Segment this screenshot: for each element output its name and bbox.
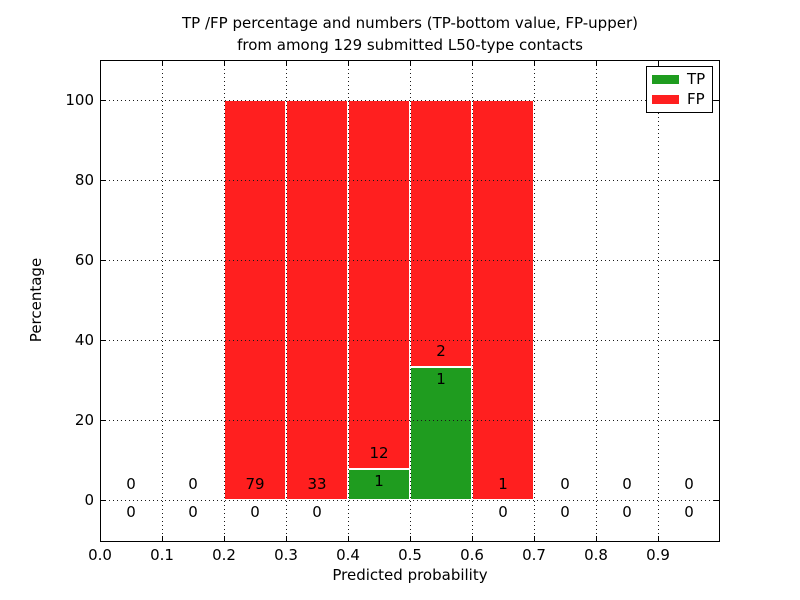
x-tick-mark [100,536,101,541]
x-tick-mark [596,536,597,541]
fp-color-swatch [652,94,679,104]
tp-count-label: 0 [126,503,136,521]
gridline-x [410,61,411,541]
x-tick-label: 0.4 [336,546,360,564]
y-tick-mark-right [714,260,719,261]
x-tick-mark [534,536,535,541]
tp-color-swatch [652,75,679,85]
x-tick-label: 0.2 [212,546,236,564]
y-tick-label: 60 [74,251,94,269]
y-tick-mark-right [714,500,719,501]
legend-label-tp: TP [687,70,706,89]
x-tick-mark [162,536,163,541]
y-tick-mark-right [714,420,719,421]
gridline-x [286,61,287,541]
chart-title-line1: TP /FP percentage and numbers (TP-bottom… [182,14,638,32]
x-tick-mark [410,536,411,541]
tp-count-label: 0 [560,503,570,521]
y-tick-label: 0 [84,491,94,509]
tp-count-label: 0 [498,503,508,521]
fp-count-label: 0 [622,475,632,493]
legend: TP FP [646,66,713,113]
legend-item-fp: FP [652,89,707,108]
y-tick-mark [101,260,106,261]
x-tick-label: 0.6 [460,546,484,564]
gridline-x [596,61,597,541]
y-tick-mark [101,100,106,101]
fp-count-label: 12 [369,444,389,463]
y-tick-mark-right [714,100,719,101]
tp-count-label: 0 [622,503,632,521]
bar-fp-segment [410,100,472,367]
gridline-x [534,61,535,541]
fp-count-label: 0 [560,475,570,493]
gridline-x [348,61,349,541]
fp-count-label: 33 [307,475,327,493]
x-tick-label: 0.7 [522,546,546,564]
y-axis-label: Percentage [27,257,45,343]
fp-count-label: 1 [498,475,508,493]
y-tick-mark-right [714,340,719,341]
x-tick-mark-top [658,61,659,66]
x-tick-label: 0.3 [274,546,298,564]
gridline-x [224,61,225,541]
y-tick-label: 80 [74,171,94,189]
x-tick-mark-top [348,61,349,66]
tp-count-label: 0 [250,503,260,521]
y-tick-label: 100 [65,91,94,109]
x-tick-mark-top [410,61,411,66]
x-tick-label: 0.1 [150,546,174,564]
x-tick-label: 0.9 [646,546,670,564]
x-tick-mark [658,536,659,541]
tp-count-label: 0 [188,503,198,521]
tp-count-label: 0 [684,503,694,521]
bar-fp-segment [286,100,348,500]
fp-count-label: 0 [188,475,198,493]
bar-fp-segment [348,100,410,470]
gridline-x [162,61,163,541]
y-tick-mark [101,340,106,341]
bar-fp-segment [472,100,534,500]
x-tick-mark-top [162,61,163,66]
tp-count-label: 0 [312,503,322,521]
tp-count-label: 1 [436,369,446,388]
fp-count-label: 2 [436,341,446,360]
y-tick-mark [101,500,106,501]
legend-item-tp: TP [652,72,707,87]
x-tick-label: 0.8 [584,546,608,564]
fp-count-label: 0 [684,475,694,493]
x-tick-mark-top [286,61,287,66]
gridline-x [472,61,473,541]
y-tick-mark [101,420,106,421]
fp-count-label: 0 [126,475,136,493]
y-tick-label: 40 [74,331,94,349]
tp-count-label: 1 [374,472,384,491]
chart-title-line2: from among 129 submitted L50-type contac… [237,36,583,54]
y-tick-label: 20 [74,411,94,429]
x-tick-mark-top [100,61,101,66]
x-tick-mark-top [472,61,473,66]
x-tick-label: 0.5 [398,546,422,564]
x-tick-mark-top [596,61,597,66]
x-axis-label: Predicted probability [332,566,488,584]
x-tick-mark [472,536,473,541]
x-tick-label: 0.0 [88,546,112,564]
gridline-x [658,61,659,541]
legend-label-fp: FP [687,89,705,108]
x-tick-mark [348,536,349,541]
fp-count-label: 79 [245,475,265,493]
x-tick-mark-top [534,61,535,66]
y-tick-mark-right [714,180,719,181]
x-tick-mark [224,536,225,541]
bar-fp-segment [224,100,286,500]
x-tick-mark [286,536,287,541]
x-tick-mark-top [224,61,225,66]
chart-title: TP /FP percentage and numbers (TP-bottom… [100,12,720,56]
y-tick-mark [101,180,106,181]
